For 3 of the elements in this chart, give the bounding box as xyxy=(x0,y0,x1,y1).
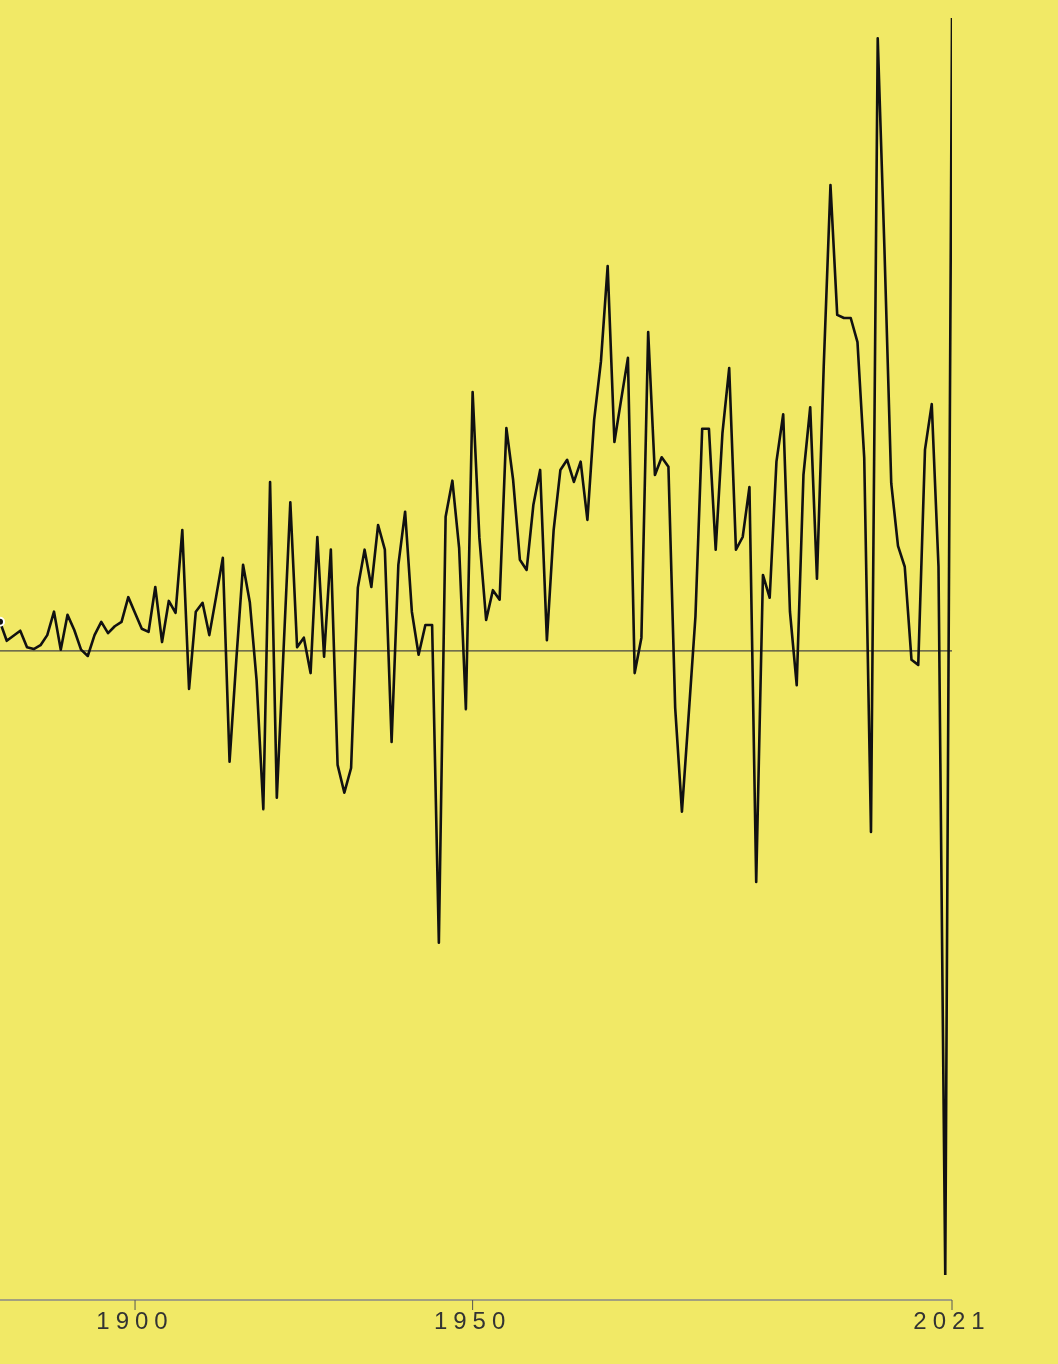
x-tick-label: 2021 xyxy=(913,1307,991,1335)
x-tick-label: 1900 xyxy=(96,1307,174,1335)
x-tick-label: 1950 xyxy=(433,1307,512,1335)
